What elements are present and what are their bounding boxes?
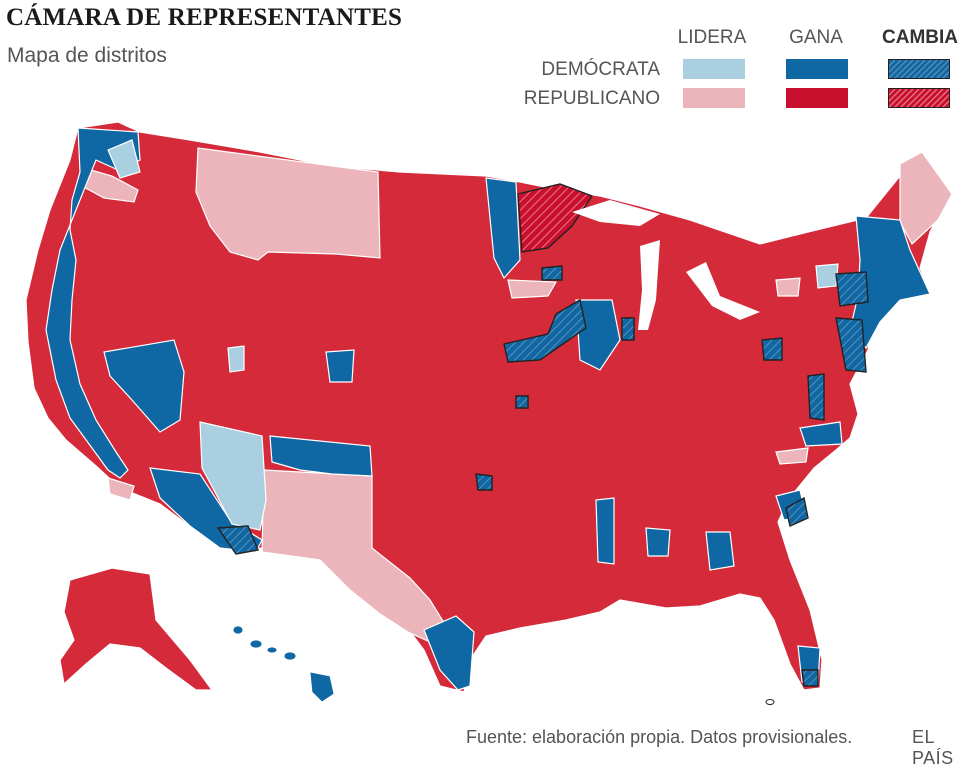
minnesota-flip: [517, 183, 594, 253]
brand-logo: EL PAÍS: [912, 727, 954, 768]
pennsylvania-flip: [761, 337, 783, 361]
maine-lead: [899, 151, 953, 245]
lake-huron-erie: [686, 262, 760, 320]
swatch-rep-flip: [888, 88, 950, 108]
swatch-dem-flip: [888, 59, 950, 79]
florida-flip: [801, 669, 819, 687]
map-title: CÁMARA DE REPRESENTANTES: [6, 4, 403, 31]
sc-flip: [785, 496, 809, 527]
legend-header-gana: GANA: [789, 27, 843, 48]
nc-lead: [775, 447, 809, 465]
ny-dem-lead: [815, 263, 839, 289]
lake-superior: [572, 200, 660, 226]
lake-michigan: [638, 240, 660, 330]
utah-lead: [227, 345, 245, 373]
iowa-lead: [507, 279, 558, 299]
washington-dem-lead: [107, 139, 141, 179]
nj-flip: [835, 317, 867, 373]
island-marker: [765, 699, 775, 705]
illinois-dem: [575, 299, 621, 371]
district-map: [25, 121, 953, 705]
pacific-coast-dem: [45, 127, 141, 479]
nevada-dem: [103, 339, 185, 433]
legend-header-lidera: LIDERA: [677, 27, 747, 48]
alabama-dem: [645, 527, 671, 557]
arizona-flip: [216, 525, 259, 555]
legend-row-republicano: REPUBLICANO: [523, 88, 660, 109]
mississippi-dem: [595, 497, 615, 565]
oklahoma-flip: [475, 473, 493, 491]
ny-lead: [775, 277, 801, 297]
new-mexico-dem: [269, 435, 373, 477]
alaska: [59, 567, 214, 691]
georgia-dem: [705, 531, 735, 571]
swatch-dem-lead: [683, 59, 745, 79]
hawaii: [232, 625, 335, 703]
montana-lead: [195, 147, 381, 261]
swatch-rep-win: [786, 88, 848, 108]
wisconsin-flip: [541, 265, 563, 281]
swatch-dem-win: [786, 59, 848, 79]
virginia-flip: [807, 373, 825, 421]
legend-row-democrata: DEMÓCRATA: [541, 59, 660, 80]
source-note: Fuente: elaboración propia. Datos provis…: [466, 727, 853, 747]
kansas-flip: [515, 395, 529, 409]
legend-header-cambia: CAMBIA: [882, 27, 958, 48]
map-subtitle: Mapa de distritos: [7, 44, 167, 67]
california-lead: [107, 477, 135, 501]
iowa-flip: [503, 298, 587, 363]
minnesota-dem: [485, 177, 521, 280]
colorado-dem: [325, 349, 355, 383]
ny-flip: [835, 271, 869, 307]
texas-coast-dem: [423, 615, 475, 691]
swatch-rep-lead: [683, 88, 745, 108]
virginia-dem: [799, 421, 843, 447]
michigan-flip: [621, 317, 635, 341]
